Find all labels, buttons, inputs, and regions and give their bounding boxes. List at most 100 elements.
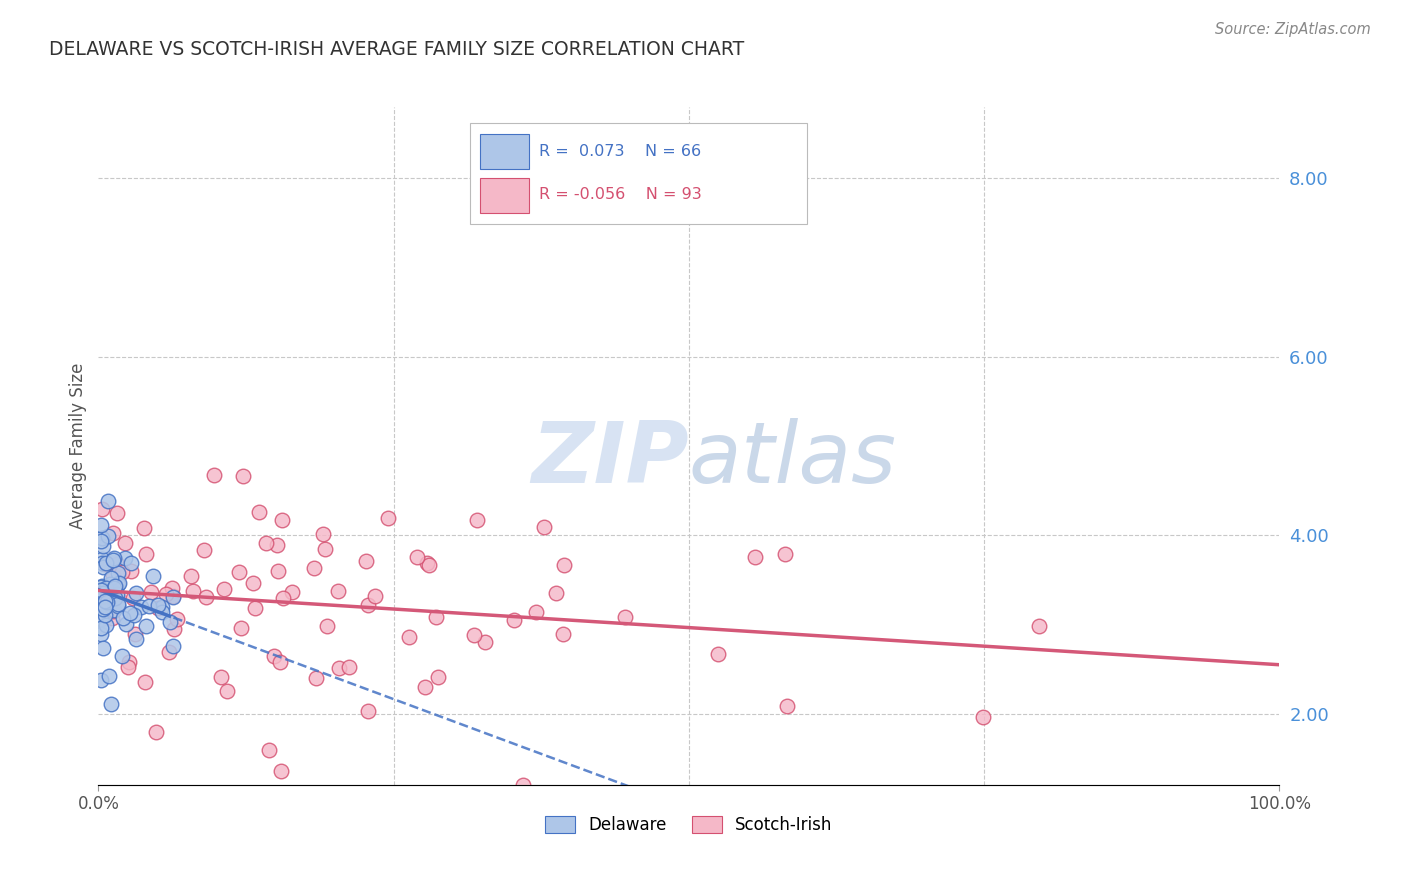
Point [107,599,129,614]
Point [418,558,440,572]
Point [181,584,204,599]
Point [398,630,420,644]
Point [90,517,112,532]
Text: ZIP: ZIP [531,418,689,501]
Point [364,589,387,603]
Point [356,598,378,612]
Point [117,660,139,674]
Point [266,538,288,552]
Point [90,532,112,546]
Point [533,520,555,534]
Point [614,610,637,624]
Point [232,468,254,483]
Point [125,632,148,647]
Point [228,565,250,579]
FancyBboxPatch shape [479,178,530,213]
Point [271,591,294,605]
Point [141,585,163,599]
Point [302,561,325,575]
Point [269,655,291,669]
Point [465,513,488,527]
Point [215,683,238,698]
Point [377,511,399,525]
Point [94,600,117,615]
Point [972,710,994,724]
Point [94,595,117,609]
Point [111,566,134,580]
Point [773,547,796,561]
FancyBboxPatch shape [479,134,530,169]
Point [254,536,277,550]
Point [107,576,129,591]
Point [316,619,339,633]
Point [90,673,112,687]
Text: R =  0.073    N = 66: R = 0.073 N = 66 [538,144,702,159]
Text: DELAWARE VS SCOTCH-IRISH AVERAGE FAMILY SIZE CORRELATION CHART: DELAWARE VS SCOTCH-IRISH AVERAGE FAMILY … [49,40,744,59]
Point [148,600,170,615]
Point [162,589,184,603]
Point [100,585,122,599]
Point [706,647,728,661]
Point [271,513,294,527]
Point [263,648,285,663]
Point [118,656,141,670]
Point [162,640,184,654]
Point [503,613,526,627]
Point [103,525,125,540]
Point [91,586,114,600]
Point [463,628,485,642]
Point [94,556,117,570]
Point [328,661,350,675]
Point [312,527,335,541]
Point [270,764,292,778]
Y-axis label: Average Family Size: Average Family Size [69,363,87,529]
Point [103,568,125,582]
Point [357,704,380,718]
Point [129,599,152,614]
Point [212,582,235,596]
Point [257,742,280,756]
Point [90,501,112,516]
Point [101,552,124,566]
Point [90,621,112,635]
Point [101,604,124,618]
Point [413,680,436,694]
Point [91,551,114,566]
Point [406,549,429,564]
Point [146,599,169,613]
Point [100,611,122,625]
Point [160,581,183,595]
Point [314,542,336,557]
Point [96,581,118,595]
Point [425,609,447,624]
Point [162,590,184,604]
Point [194,590,217,604]
Point [107,577,129,591]
Point [134,675,156,690]
Point [155,587,177,601]
Point [120,606,142,620]
Point [426,670,449,684]
Point [281,585,304,599]
Point [100,697,122,711]
Point [267,564,290,578]
Point [125,585,148,599]
Point [553,558,575,573]
Point [193,543,215,558]
Point [114,536,136,550]
Point [512,778,534,792]
Point [97,669,120,683]
Point [776,699,799,714]
Point [553,627,575,641]
Point [90,589,112,603]
FancyBboxPatch shape [471,123,807,224]
Point [94,618,117,632]
Point [120,556,142,570]
Point [90,580,112,594]
Point [98,588,121,602]
Legend: Delaware, Scotch-Irish: Delaware, Scotch-Irish [538,810,839,841]
Point [339,660,361,674]
Point [94,608,117,623]
Point [157,645,180,659]
Point [100,577,122,591]
